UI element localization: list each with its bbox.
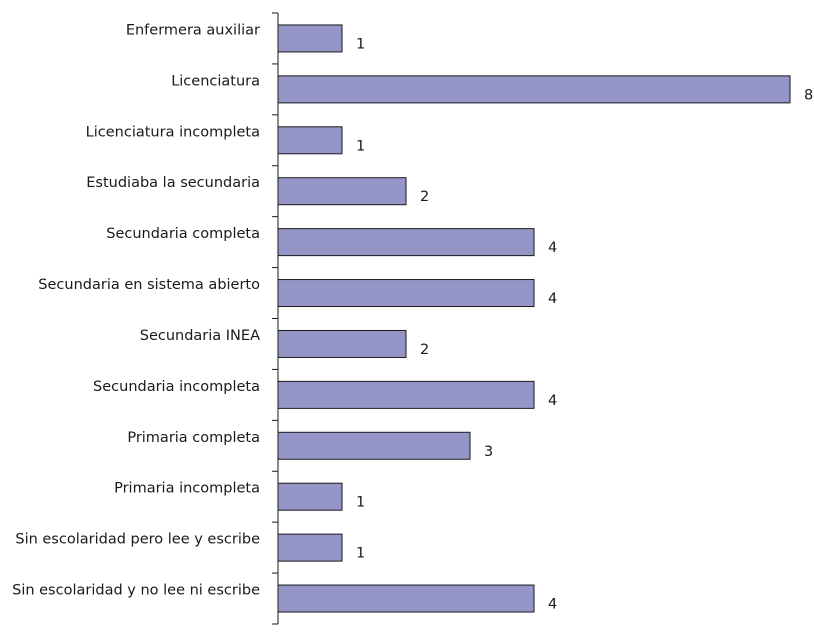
value-label: 1 <box>356 138 365 154</box>
bar <box>278 432 470 459</box>
value-label: 8 <box>804 87 813 103</box>
category-label: Secundaria incompleta <box>93 379 260 395</box>
value-label: 3 <box>484 444 493 460</box>
value-label: 1 <box>356 546 365 562</box>
value-label: 1 <box>356 495 365 511</box>
value-label: 2 <box>420 189 429 205</box>
bar <box>278 483 342 510</box>
category-label: Primaria incompleta <box>114 481 260 497</box>
category-label: Estudiaba la secundaria <box>86 175 260 191</box>
category-label: Secundaria en sistema abierto <box>38 277 260 293</box>
category-label: Primaria completa <box>127 430 260 446</box>
bar <box>278 178 406 205</box>
bars <box>278 25 790 612</box>
bar <box>278 25 342 52</box>
y-axis-ticks <box>272 13 278 624</box>
category-label: Secundaria completa <box>106 226 260 242</box>
value-label: 2 <box>420 342 429 358</box>
value-label: 4 <box>548 393 557 409</box>
value-labels: 1 8 1 2 4 4 2 4 3 1 1 4 <box>356 36 813 612</box>
bar <box>278 585 534 612</box>
bar <box>278 381 534 408</box>
category-label: Secundaria INEA <box>140 328 260 344</box>
value-label: 1 <box>356 36 365 52</box>
bar <box>278 229 534 256</box>
category-label: Sin escolaridad y no lee ni escribe <box>12 583 260 599</box>
category-label: Enfermera auxiliar <box>126 22 260 38</box>
value-label: 4 <box>548 240 557 256</box>
bar <box>278 76 790 103</box>
category-label: Licenciatura incompleta <box>86 124 260 140</box>
value-label: 4 <box>548 597 557 613</box>
bar <box>278 280 534 307</box>
category-labels: Enfermera auxiliar Licenciatura Licenciatu… <box>12 22 260 598</box>
category-label: Licenciatura <box>171 73 260 89</box>
bar <box>278 127 342 154</box>
category-label: Sin escolaridad pero lee y escribe <box>15 532 260 548</box>
bar <box>278 534 342 561</box>
bar <box>278 330 406 357</box>
value-label: 4 <box>548 291 557 307</box>
